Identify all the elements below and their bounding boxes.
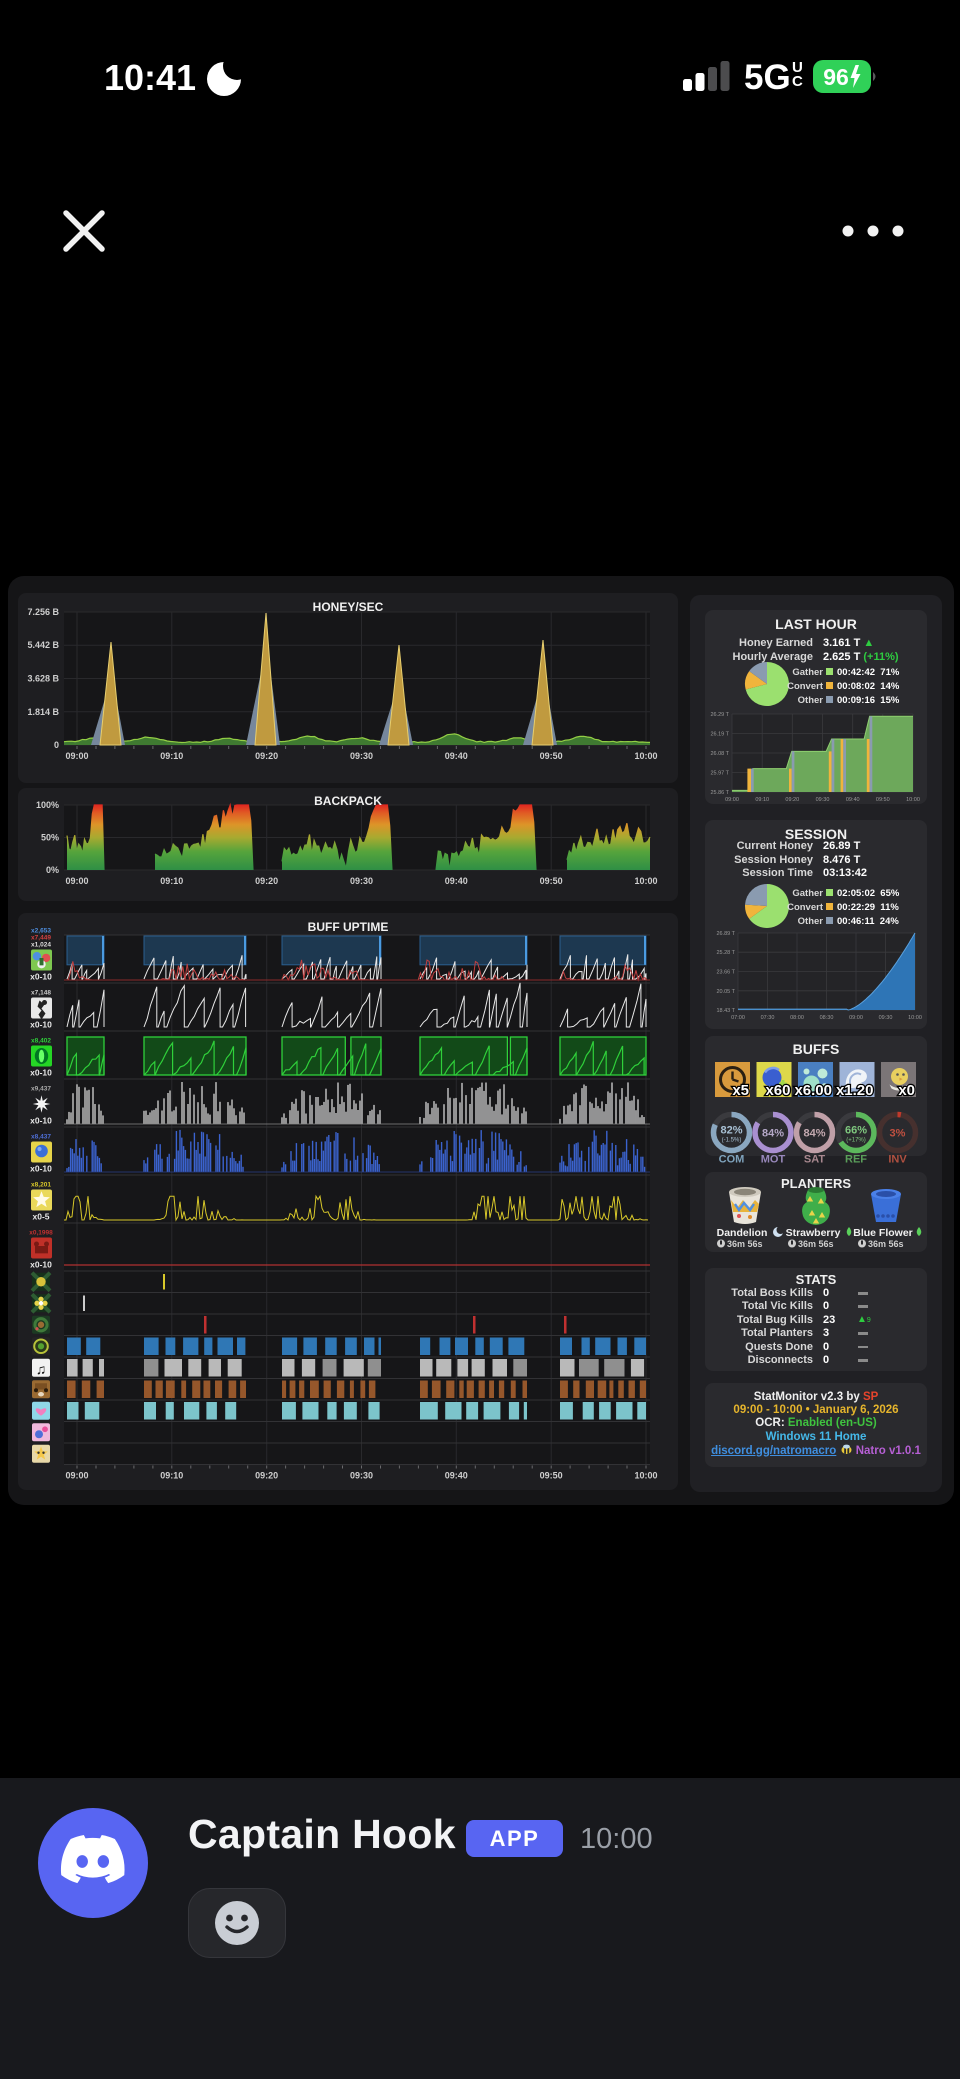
svg-text:07:00: 07:00 [731, 1015, 745, 1021]
svg-text:08:30: 08:30 [820, 1015, 834, 1021]
svg-text:18.43 T: 18.43 T [716, 1008, 735, 1014]
svg-text:96: 96 [823, 64, 849, 90]
svg-text:x8,402: x8,402 [31, 1038, 51, 1045]
svg-text:100%: 100% [36, 800, 59, 810]
svg-text:5.442 B: 5.442 B [27, 640, 59, 650]
svg-text:08:00: 08:00 [790, 1015, 804, 1021]
svg-text:10:00: 10:00 [634, 751, 657, 761]
svg-text:25.86 T: 25.86 T [710, 790, 729, 796]
svg-text:x0-10: x0-10 [30, 1260, 52, 1270]
svg-text:x1,024: x1,024 [31, 942, 51, 949]
svg-text:x0-10: x0-10 [30, 972, 52, 982]
svg-text:09:10: 09:10 [160, 1471, 183, 1481]
svg-text:26.19 T: 26.19 T [710, 732, 729, 738]
svg-text:x0-10: x0-10 [30, 1116, 52, 1126]
svg-text:09:00: 09:00 [849, 1015, 863, 1021]
svg-text:09:20: 09:20 [255, 751, 278, 761]
svg-text:09:40: 09:40 [846, 797, 860, 803]
svg-text:09:40: 09:40 [445, 1471, 468, 1481]
svg-text:09:50: 09:50 [876, 797, 890, 803]
svg-text:x8,437: x8,437 [31, 1134, 51, 1141]
svg-text:25.97 T: 25.97 T [710, 771, 729, 777]
svg-text:10:00: 10:00 [634, 876, 657, 886]
svg-text:09:20: 09:20 [255, 876, 278, 886]
svg-text:10:00: 10:00 [634, 1471, 657, 1481]
svg-text:x9,437: x9,437 [31, 1086, 51, 1093]
svg-text:x60: x60 [765, 1082, 790, 1099]
svg-text:x1.20: x1.20 [836, 1082, 874, 1099]
svg-text:Strawberry: Strawberry [786, 1227, 841, 1239]
svg-text:x7,148: x7,148 [31, 990, 51, 997]
svg-text:50%: 50% [41, 833, 59, 843]
svg-text:09:00: 09:00 [65, 1471, 88, 1481]
svg-text:82%: 82% [720, 1125, 742, 1137]
svg-text:INV: INV [888, 1154, 907, 1166]
svg-text:20.05 T: 20.05 T [716, 989, 735, 995]
svg-text:26.89 T: 26.89 T [716, 931, 735, 937]
svg-text:23.66 T: 23.66 T [716, 970, 735, 976]
svg-text:09:00: 09:00 [65, 876, 88, 886]
svg-text:36m 56s: 36m 56s [798, 1239, 834, 1249]
svg-text:09:40: 09:40 [445, 876, 468, 886]
svg-text:36m 56s: 36m 56s [727, 1239, 763, 1249]
svg-text:x0: x0 [898, 1082, 915, 1099]
svg-text:1.814 B: 1.814 B [27, 707, 59, 717]
svg-text:09:50: 09:50 [540, 876, 563, 886]
svg-text:09:10: 09:10 [160, 876, 183, 886]
svg-text:09:10: 09:10 [160, 751, 183, 761]
svg-text:84%: 84% [762, 1128, 784, 1140]
svg-text:0%: 0% [46, 865, 59, 875]
svg-text:REF: REF [845, 1154, 867, 1166]
svg-text:x8,201: x8,201 [31, 1182, 51, 1189]
svg-text:10:00: 10:00 [908, 1015, 922, 1021]
svg-text:26.08 T: 26.08 T [710, 751, 729, 757]
svg-text:09:30: 09:30 [879, 1015, 893, 1021]
svg-text:3%: 3% [890, 1128, 906, 1140]
svg-text:x0-10: x0-10 [30, 1020, 52, 1030]
svg-text:09:50: 09:50 [540, 1471, 563, 1481]
svg-text:Blue Flower: Blue Flower [853, 1227, 913, 1239]
svg-text:♫: ♫ [36, 1361, 47, 1377]
svg-text:09:20: 09:20 [785, 797, 799, 803]
svg-text:36m 56s: 36m 56s [868, 1239, 904, 1249]
svg-text:09:30: 09:30 [350, 751, 373, 761]
svg-text:x0-10: x0-10 [30, 1164, 52, 1174]
svg-text:84%: 84% [803, 1128, 825, 1140]
svg-text:(-1.5%): (-1.5%) [722, 1138, 742, 1144]
svg-text:0: 0 [54, 740, 59, 750]
svg-text:x5: x5 [732, 1082, 749, 1099]
svg-text:(+17%): (+17%) [846, 1138, 866, 1144]
svg-text:09:10: 09:10 [755, 797, 769, 803]
svg-text:x7,449: x7,449 [31, 935, 51, 942]
svg-text:x0-10: x0-10 [30, 1068, 52, 1078]
svg-text:09:30: 09:30 [350, 876, 373, 886]
svg-text:09:20: 09:20 [255, 1471, 278, 1481]
svg-text:7.256 B: 7.256 B [27, 607, 59, 617]
svg-text:25.28 T: 25.28 T [716, 950, 735, 956]
svg-text:09:50: 09:50 [540, 751, 563, 761]
svg-text:09:00: 09:00 [725, 797, 739, 803]
svg-text:07:30: 07:30 [761, 1015, 775, 1021]
svg-text:Dandelion: Dandelion [717, 1227, 768, 1239]
svg-text:09:00: 09:00 [65, 751, 88, 761]
svg-text:10:00: 10:00 [906, 797, 920, 803]
svg-text:66%: 66% [845, 1125, 867, 1137]
svg-text:x0,1998: x0,1998 [29, 1230, 53, 1237]
svg-text:MOT: MOT [761, 1154, 786, 1166]
svg-text:26.29 T: 26.29 T [710, 712, 729, 718]
svg-text:x6.00: x6.00 [794, 1082, 832, 1099]
svg-text:x0-5: x0-5 [32, 1212, 49, 1222]
svg-text:SAT: SAT [804, 1154, 825, 1166]
svg-text:COM: COM [719, 1154, 745, 1166]
svg-text:3.628 B: 3.628 B [27, 674, 59, 684]
svg-text:09:40: 09:40 [445, 751, 468, 761]
svg-text:09:30: 09:30 [350, 1471, 373, 1481]
svg-text:x2,653: x2,653 [31, 928, 51, 935]
svg-text:09:30: 09:30 [816, 797, 830, 803]
